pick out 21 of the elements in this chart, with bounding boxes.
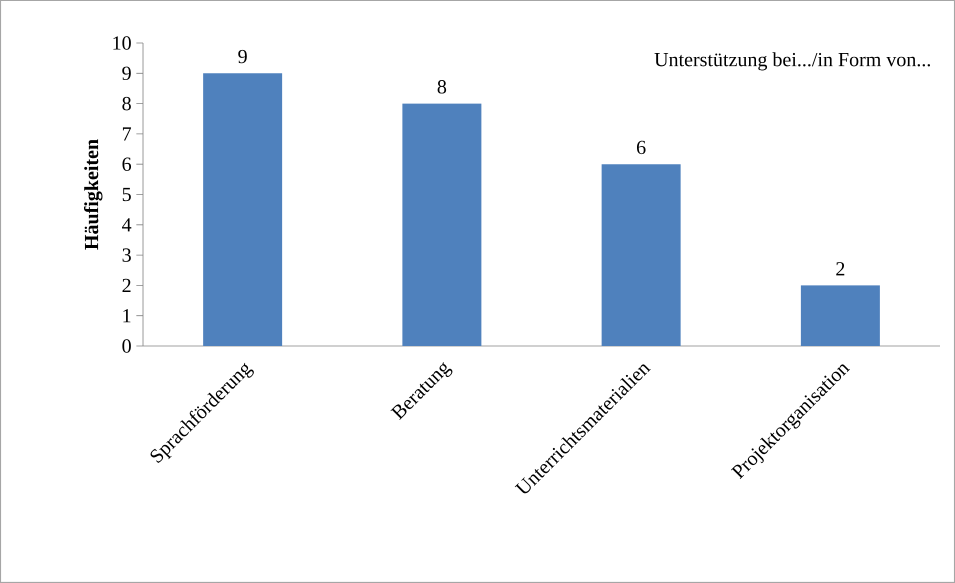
y-tick-label: 9 [122, 66, 131, 80]
y-tick-label: 6 [122, 157, 132, 171]
y-tick-label: 2 [122, 278, 131, 292]
y-tick-label: 5 [122, 188, 131, 202]
bar [602, 164, 681, 346]
data-label: 2 [836, 262, 844, 276]
data-label: 6 [636, 140, 646, 154]
y-tick-label: 3 [122, 248, 131, 262]
data-label: 9 [238, 50, 247, 64]
y-axis-title: Häufigkeiten [84, 139, 102, 250]
bar [402, 104, 482, 346]
y-tick-label: 10 [113, 36, 131, 50]
y-tick-label: 0 [122, 339, 131, 353]
bar [203, 73, 282, 346]
y-tick-label: 1 [123, 309, 130, 322]
bar [800, 285, 880, 346]
y-tick-label: 7 [122, 127, 132, 140]
y-tick-label: 4 [122, 218, 132, 232]
data-label: 8 [438, 80, 446, 94]
annotation: Unterstützung bei.../in Form von... [654, 52, 930, 70]
y-tick-label: 8 [122, 96, 131, 110]
